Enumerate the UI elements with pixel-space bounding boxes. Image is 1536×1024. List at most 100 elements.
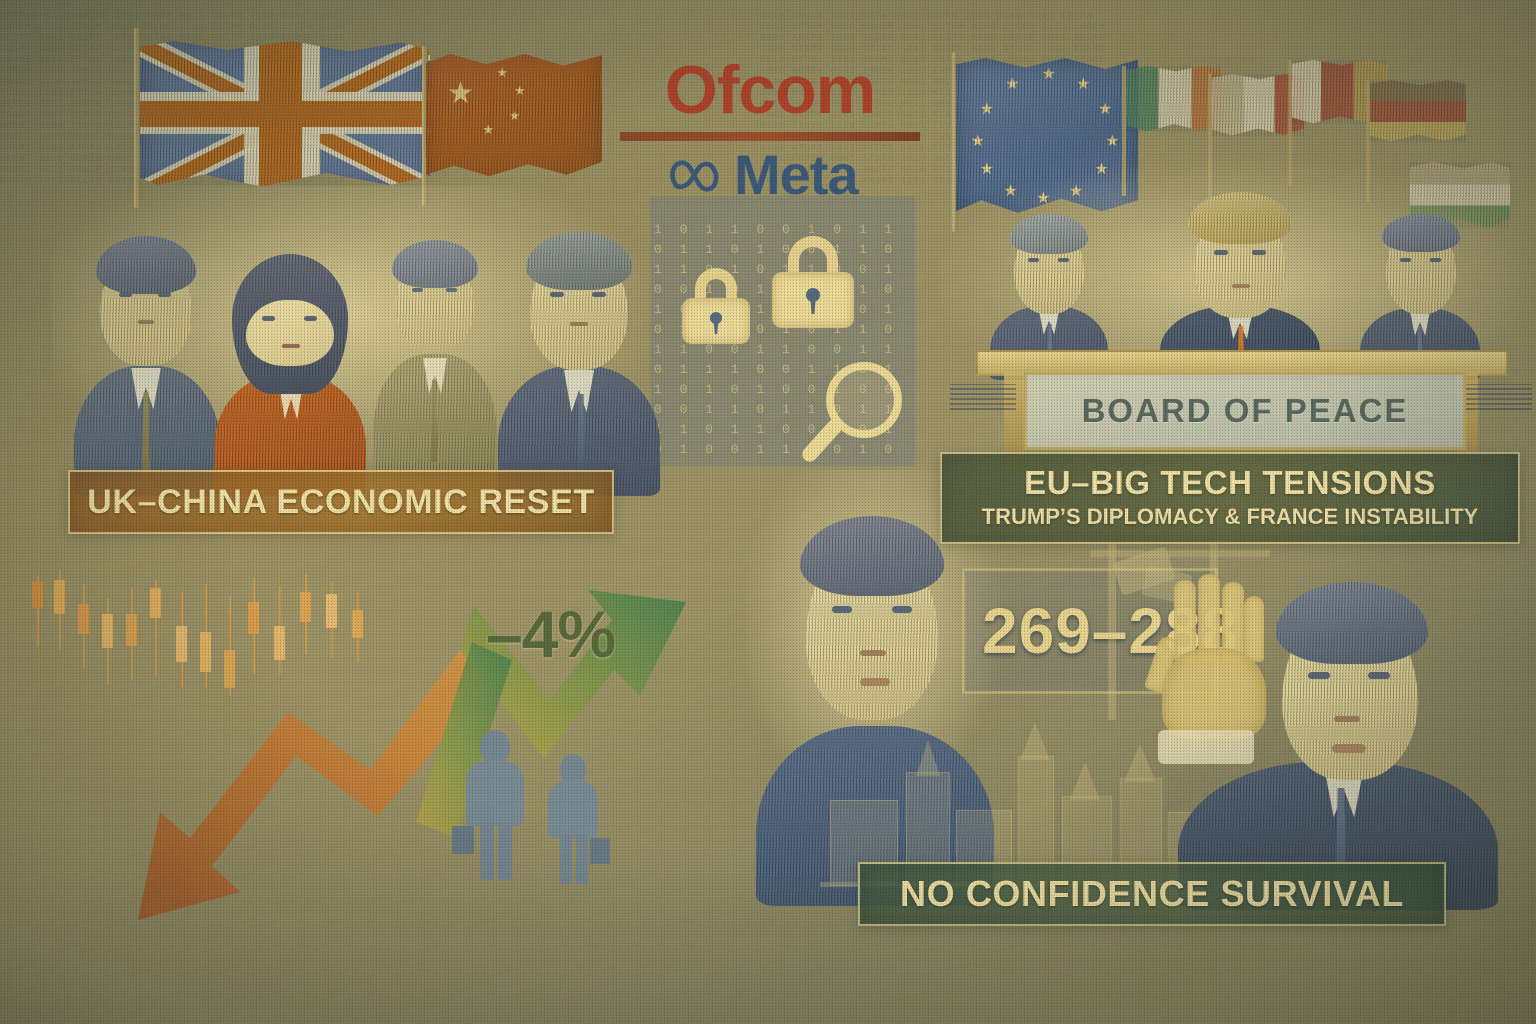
finger xyxy=(1222,582,1244,662)
banner-no-confidence-label: NO CONFIDENCE SURVIVAL xyxy=(900,873,1404,915)
china-star-3: ★ xyxy=(509,109,521,122)
uk-official-3 xyxy=(372,224,498,474)
trend-arrow-down-icon xyxy=(138,650,502,920)
trend-arrow-up-stem xyxy=(416,642,512,838)
magnifying-glass-icon xyxy=(790,360,902,470)
board-of-peace-sign: BOARD OF PEACE xyxy=(1024,372,1466,450)
torso xyxy=(466,760,524,826)
ofcom-label: Ofcom xyxy=(620,56,920,124)
briefcase xyxy=(452,826,474,854)
palm xyxy=(1162,648,1266,740)
banner-uk-china-reset-label: UK–CHINA ECONOMIC RESET xyxy=(87,483,594,522)
hair xyxy=(526,232,632,290)
leg xyxy=(498,822,512,880)
hair xyxy=(1382,214,1460,252)
candle xyxy=(32,576,43,646)
raised-hand-icon xyxy=(1143,574,1288,764)
padlock-keyslot xyxy=(713,320,719,334)
trend-arrow-up-icon xyxy=(460,590,686,758)
hair xyxy=(392,240,478,288)
necktie xyxy=(430,380,438,462)
necktie xyxy=(142,392,150,484)
hair xyxy=(1010,214,1088,254)
padlock-shackle xyxy=(695,268,737,302)
china-flag: ★ ★ ★ ★ ★ xyxy=(426,53,602,177)
flagpole-eu xyxy=(952,52,958,232)
candle xyxy=(300,574,311,654)
hair xyxy=(1276,582,1428,664)
eu-star: ★ xyxy=(971,133,985,150)
meta-infinity-logo-icon xyxy=(670,159,719,192)
uk-official-2 xyxy=(210,234,370,496)
candle xyxy=(78,584,89,668)
germany-flag xyxy=(1366,80,1466,202)
finger xyxy=(1174,580,1196,662)
eu-star: ★ xyxy=(1042,67,1056,83)
padlock-icon-left xyxy=(680,268,752,344)
finger xyxy=(1244,596,1264,662)
candle xyxy=(176,592,187,688)
head xyxy=(560,754,586,784)
padlock-keyhole xyxy=(710,312,722,324)
meta-label: Meta xyxy=(734,142,859,207)
union-jack-flag xyxy=(140,41,430,187)
torso xyxy=(548,780,598,838)
businessman-large xyxy=(452,730,532,882)
padlock-shackle xyxy=(788,236,838,276)
meta-brand: Meta xyxy=(668,142,859,207)
banner-eu-big-tech[interactable]: EU–BIG TECH TENSIONS TRUMP’S DIPLOMACY &… xyxy=(940,452,1520,544)
ofcom-brand: Ofcom xyxy=(620,56,920,141)
china-star-1: ★ xyxy=(496,66,508,79)
head xyxy=(480,730,510,764)
china-star-4: ★ xyxy=(482,123,494,136)
candle xyxy=(274,586,285,674)
businessman-small xyxy=(542,754,610,884)
candle xyxy=(150,580,161,676)
china-star-2: ★ xyxy=(514,84,526,97)
finger xyxy=(1198,574,1220,662)
trend-arrows xyxy=(138,590,686,920)
candle xyxy=(126,588,137,680)
ireland-flag xyxy=(1122,66,1222,196)
flagpole-china xyxy=(422,46,428,206)
uk-china-flag-group: ★ ★ ★ ★ ★ xyxy=(110,22,602,208)
leg xyxy=(560,834,572,884)
necktie xyxy=(576,394,586,492)
briefcase xyxy=(590,838,610,864)
podium: BOARD OF PEACE xyxy=(950,350,1532,470)
eu-star: ★ xyxy=(1076,76,1090,93)
padlock-icon-right xyxy=(770,236,856,328)
banner-uk-china-reset[interactable]: UK–CHINA ECONOMIC RESET xyxy=(68,470,614,534)
flagpole-uk xyxy=(134,28,141,208)
eu-star: ★ xyxy=(980,102,994,118)
candle xyxy=(102,598,113,684)
eu-star: ★ xyxy=(1005,76,1019,93)
hair xyxy=(96,236,196,294)
uk-officials-group xyxy=(52,186,692,506)
candlestick-chart-icon xyxy=(28,562,388,732)
banner-eu-big-tech-label: EU–BIG TECH TENSIONS xyxy=(1024,466,1436,501)
hair-blonde xyxy=(1188,192,1292,244)
padlock-keyhole xyxy=(806,288,820,302)
ofcom-underline xyxy=(620,132,920,141)
eu-star: ★ xyxy=(1105,133,1119,150)
leg xyxy=(480,822,494,880)
leg xyxy=(576,834,588,884)
necktie xyxy=(1335,788,1347,910)
candle xyxy=(352,592,363,662)
banner-eu-big-tech-subtitle: TRUMP’S DIPLOMACY & FRANCE INSTABILITY xyxy=(982,504,1479,530)
percent-change-label: –4% xyxy=(486,596,616,672)
candle xyxy=(326,582,337,658)
candle xyxy=(54,570,65,650)
board-of-peace-label: BOARD OF PEACE xyxy=(1082,392,1409,430)
candle xyxy=(200,584,211,688)
hair xyxy=(800,516,944,596)
candle xyxy=(224,596,235,696)
businessmen-walking-icon xyxy=(450,730,630,890)
china-star-big: ★ xyxy=(447,78,474,109)
eu-star: ★ xyxy=(1098,102,1112,118)
banner-no-confidence[interactable]: NO CONFIDENCE SURVIVAL xyxy=(858,862,1446,926)
